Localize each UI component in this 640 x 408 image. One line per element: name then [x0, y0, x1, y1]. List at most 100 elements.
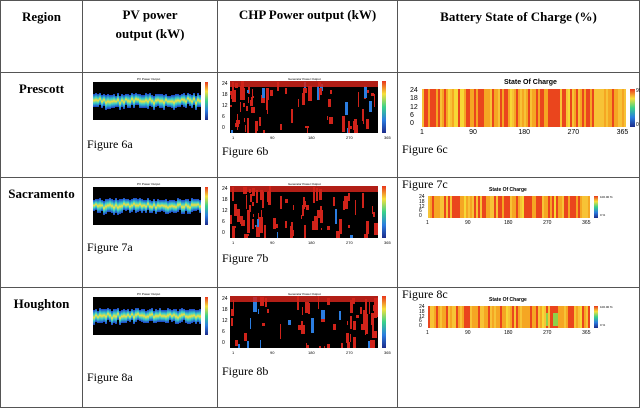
- x-tick-label: 180: [308, 135, 315, 140]
- figure-caption: Figure 7b: [222, 251, 269, 265]
- x-tick-label: 1: [232, 350, 235, 355]
- y-tick-label: 24: [222, 296, 228, 302]
- chp-colorbar: [382, 186, 386, 238]
- pv-colorbar: [205, 297, 208, 335]
- table-row: Sacramento PV Power Output Figure 7a Gene…: [0, 177, 640, 288]
- y-tick-label: 6: [222, 219, 225, 225]
- header-pv: PV power output (kW): [82, 0, 218, 73]
- x-tick-label: 1: [426, 220, 429, 226]
- chp-plot-title: Generator Power Output: [288, 182, 321, 186]
- chp-cell: Generator Power Output 24 18 12 6 0 1 90 180 270 3…: [217, 72, 398, 178]
- soc-colorbar-min: 0 %: [636, 122, 640, 128]
- soc-colorbar-min: 0 %: [600, 213, 606, 217]
- x-tick-label: 365: [616, 129, 629, 136]
- header-chp: CHP Power output (kW): [217, 0, 398, 73]
- soc-heatmap: [428, 196, 590, 218]
- y-tick-label: 18: [410, 95, 418, 103]
- x-tick-label: 365: [384, 350, 391, 355]
- chp-figure: Generator Power Output 24 18 12 6 0 1 90 180 270 3…: [222, 77, 394, 141]
- y-tick-label: 12: [419, 313, 425, 320]
- soc-cell: Figure 7c State Of Charge 24 18 12 6 0 1 90 180 27…: [397, 177, 640, 288]
- soc-plot-title: State Of Charge: [504, 79, 557, 86]
- y-tick-label: 6: [419, 208, 422, 215]
- chp-figure: Generator Power Output 24 18 12 6 0 1 90 180 270 3…: [222, 292, 394, 356]
- y-tick-label: 12: [222, 318, 228, 324]
- soc-colorbar-max: 99.99 %: [636, 88, 640, 94]
- x-tick-label: 365: [582, 330, 591, 336]
- pv-colorbar: [205, 187, 208, 225]
- header-region: Region: [0, 0, 83, 73]
- x-tick-label: 90: [270, 350, 275, 355]
- x-tick-label: 90: [270, 240, 275, 245]
- x-tick-label: 365: [384, 135, 391, 140]
- figure-caption: Figure 6a: [87, 137, 133, 151]
- pv-plot-title: PV Power Output: [137, 182, 161, 186]
- figure-caption: Figure 8c: [402, 287, 448, 301]
- y-tick-label: 0: [419, 213, 422, 220]
- soc-colorbar-min: 0 %: [600, 323, 606, 327]
- table-row: Prescott PV Power Output Figure 6a Genera…: [0, 72, 640, 178]
- x-tick-label: 270: [346, 240, 353, 245]
- soc-heatmap: [428, 306, 590, 328]
- x-tick-label: 365: [582, 220, 591, 226]
- chp-colorbar: [382, 81, 386, 133]
- y-tick-label: 0: [222, 340, 225, 346]
- y-tick-label: 18: [419, 198, 425, 205]
- x-tick-label: 270: [543, 330, 552, 336]
- soc-colorbar: [594, 306, 598, 328]
- soc-cell: Figure 8c State Of Charge 24 18 12 6 0 1 90 180 27…: [397, 287, 640, 408]
- figure-caption: Figure 7c: [402, 177, 448, 191]
- x-tick-label: 270: [543, 220, 552, 226]
- soc-colorbar-max: 100.00 %: [600, 195, 613, 199]
- soc-colorbar-max: 100.00 %: [600, 305, 613, 309]
- header-battery: Battery State of Charge (%): [397, 0, 640, 73]
- y-tick-label: 12: [410, 103, 418, 111]
- y-tick-label: 12: [419, 203, 425, 210]
- x-tick-label: 180: [504, 220, 513, 226]
- y-tick-label: 24: [419, 194, 425, 200]
- x-tick-label: 90: [270, 135, 275, 140]
- chp-heatmap: [230, 296, 378, 348]
- y-tick-label: 24: [222, 186, 228, 192]
- pv-colorbar: [205, 82, 208, 120]
- y-tick-label: 0: [410, 120, 414, 128]
- x-tick-label: 1: [232, 135, 235, 140]
- soc-colorbar: [594, 196, 598, 218]
- pv-cell: PV Power Output Figure 7a: [82, 177, 218, 288]
- soc-plot-title: State Of Charge: [489, 297, 527, 303]
- y-tick-label: 12: [222, 208, 228, 214]
- y-tick-label: 18: [419, 308, 425, 315]
- region-cell: Houghton: [0, 287, 83, 408]
- x-tick-label: 180: [308, 350, 315, 355]
- chp-heatmap: [230, 186, 378, 238]
- chp-cell: Generator Power Output 24 18 12 6 0 1 90 180 270 3…: [217, 177, 398, 288]
- soc-colorbar: [630, 89, 635, 127]
- pv-figure: PV Power Output: [87, 182, 213, 232]
- x-tick-label: 90: [469, 129, 477, 136]
- x-tick-label: 270: [346, 135, 353, 140]
- chp-plot-title: Generator Power Output: [288, 77, 321, 81]
- soc-heatmap: [422, 89, 626, 127]
- figure-caption: Figure 6b: [222, 144, 269, 158]
- y-tick-label: 0: [222, 230, 225, 236]
- x-tick-label: 90: [465, 330, 471, 336]
- chp-colorbar: [382, 296, 386, 348]
- y-tick-label: 6: [222, 329, 225, 335]
- x-tick-label: 270: [346, 350, 353, 355]
- chp-plot-title: Generator Power Output: [288, 292, 321, 296]
- y-tick-label: 24: [410, 87, 418, 94]
- chp-figure: Generator Power Output 24 18 12 6 0 1 90 180 270 3…: [222, 182, 394, 246]
- y-tick-label: 18: [222, 197, 228, 203]
- soc-plot-title: State Of Charge: [489, 187, 527, 193]
- pv-heatmap: [93, 82, 201, 120]
- x-tick-label: 180: [504, 330, 513, 336]
- x-tick-label: 1: [426, 330, 429, 336]
- table-row: Houghton PV Power Output Figure 8a Genera…: [0, 287, 640, 408]
- y-tick-label: 6: [222, 114, 225, 120]
- y-tick-label: 24: [419, 304, 425, 310]
- soc-figure: State Of Charge 24 18 12 6 0 1 90 180 270 365 100.0…: [402, 294, 638, 336]
- x-tick-label: 1: [232, 240, 235, 245]
